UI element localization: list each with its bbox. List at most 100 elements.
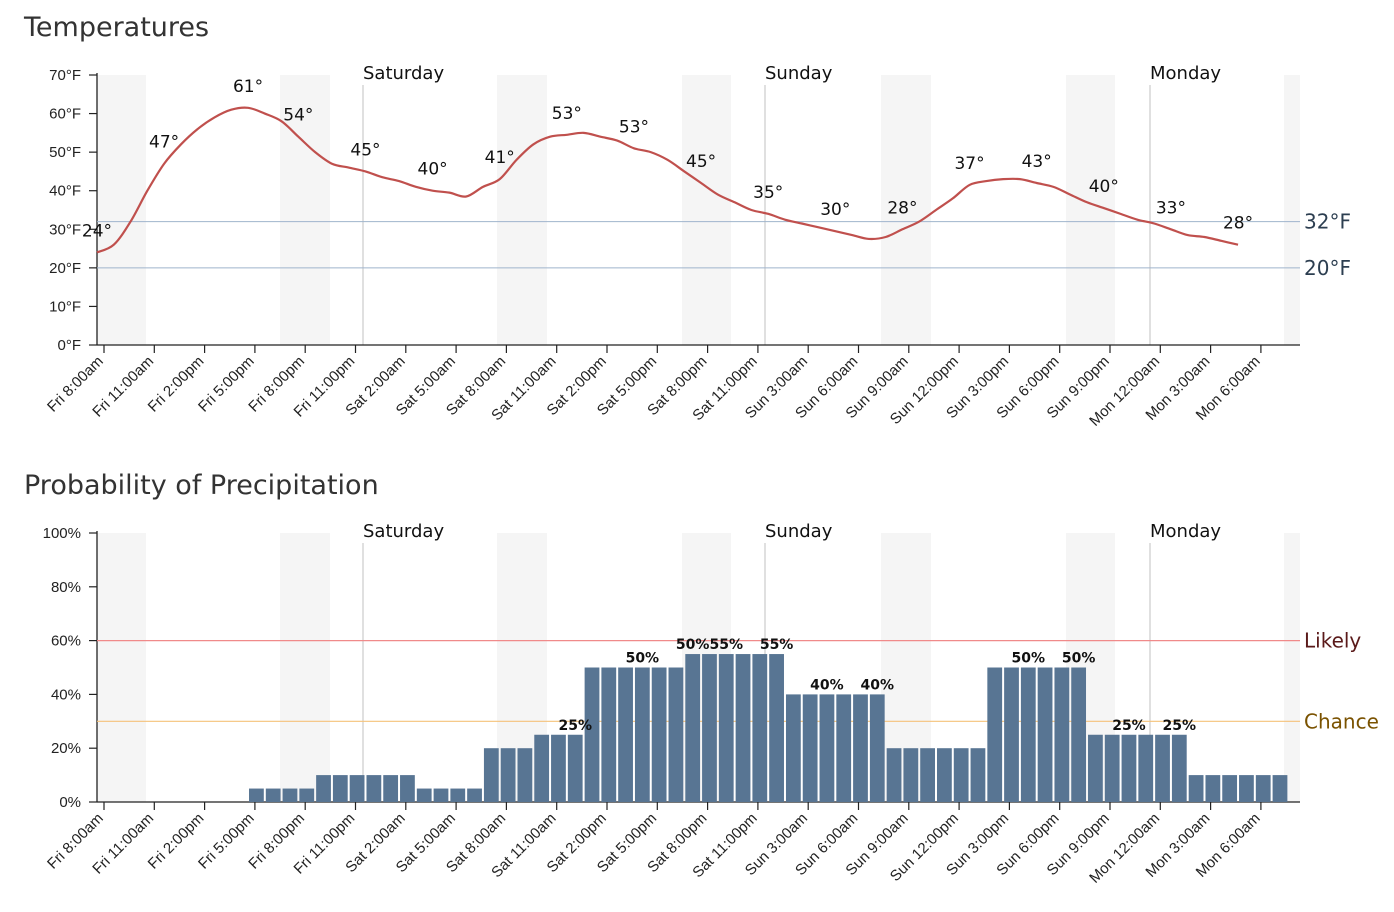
temperature-data-label: 28° — [1223, 214, 1253, 234]
day-label: Monday — [1150, 521, 1221, 542]
precipitation-bar — [953, 748, 969, 802]
temperature-series-line — [96, 106, 1239, 254]
precipitation-bar — [517, 748, 533, 802]
day-label: Saturday — [363, 63, 444, 84]
precipitation-bar — [584, 667, 600, 802]
precipitation-bar — [265, 788, 281, 802]
precipitation-bar — [802, 694, 818, 802]
precipitation-bar — [853, 694, 868, 802]
precipitation-bar — [1155, 734, 1170, 802]
precipitation-bar-label: 40% — [861, 677, 895, 693]
temperature-data-label: 47° — [149, 133, 179, 153]
precipitation-bar — [567, 734, 583, 802]
precipitation-bar — [869, 694, 885, 802]
y-tick-label: 20% — [51, 740, 81, 757]
precipitation-bar — [1020, 667, 1036, 802]
precipitation-bar — [601, 667, 617, 802]
precipitation-bar — [634, 667, 650, 802]
y-tick-label: 40% — [51, 686, 81, 703]
temperature-data-label: 28° — [887, 198, 917, 218]
y-tick-label: 40°F — [49, 183, 81, 200]
night-band — [280, 533, 330, 802]
precipitation-bar — [1255, 775, 1271, 802]
precipitation-bar — [534, 734, 550, 802]
precipitation-bar — [1088, 734, 1103, 802]
precipitation-bar-label: 55% — [760, 637, 794, 653]
precipitation-bar — [668, 667, 684, 802]
precipitation-bar — [1222, 775, 1238, 802]
precipitation-bar — [400, 775, 415, 802]
temperature-data-label: 37° — [954, 154, 984, 174]
y-tick-label: 20°F — [49, 260, 81, 277]
day-label: Monday — [1150, 63, 1221, 84]
temperature-data-label: 45° — [350, 140, 380, 160]
y-tick-label: 70°F — [49, 67, 81, 84]
temperature-data-label: 40° — [1089, 177, 1119, 197]
precipitation-bar — [1104, 734, 1120, 802]
precipitation-bar — [1071, 667, 1087, 802]
precipitation-bar — [416, 788, 432, 802]
y-tick-label: 10°F — [49, 298, 81, 315]
precipitation-bar-label: 50% — [1012, 651, 1046, 667]
precipitation-bar — [467, 788, 482, 802]
temperature-data-label: 45° — [686, 152, 716, 172]
day-label: Saturday — [363, 521, 444, 542]
night-band — [682, 75, 731, 345]
precipitation-bar — [819, 694, 835, 802]
temperature-data-label: 30° — [820, 200, 850, 220]
y-tick-label: 30°F — [49, 221, 81, 238]
reference-line-label: Likely — [1304, 629, 1361, 653]
precipitation-bar — [987, 667, 1003, 802]
precipitation-bar — [1171, 734, 1187, 802]
temperature-data-label: 43° — [1022, 152, 1052, 172]
night-band — [1284, 533, 1300, 802]
temperature-data-label: 24° — [82, 221, 112, 241]
precipitation-bar — [937, 748, 952, 802]
precipitation-bar — [702, 654, 717, 802]
y-tick-label: 60°F — [49, 106, 81, 123]
temperature-data-label: 41° — [485, 148, 515, 168]
day-label: Sunday — [765, 521, 833, 542]
precipitation-bar — [920, 748, 935, 802]
night-band — [97, 533, 146, 802]
precipitation-bar — [685, 654, 701, 802]
precipitation-bar — [618, 667, 633, 802]
night-band — [881, 75, 931, 345]
precipitation-bar-label: 40% — [810, 677, 844, 693]
precipitation-bar — [249, 788, 264, 802]
precipitation-bar-label: 50% — [676, 637, 710, 653]
y-tick-label: 50°F — [49, 144, 81, 161]
precipitation-bar — [299, 788, 315, 802]
precipitation-bar-label: 50% — [626, 651, 660, 667]
temperature-data-label: 35° — [753, 183, 783, 203]
y-tick-label: 100% — [43, 525, 81, 542]
temperature-data-label: 33° — [1156, 198, 1186, 218]
y-tick-label: 0°F — [57, 337, 81, 354]
precipitation-bar — [500, 748, 516, 802]
temperature-data-label: 53° — [552, 104, 582, 124]
precipitation-bar — [1054, 667, 1070, 802]
precipitation-bar-label: 55% — [709, 637, 743, 653]
reference-line-label: 32°F — [1304, 210, 1351, 234]
precipitation-bar — [433, 788, 449, 802]
precipitation-bar — [651, 667, 667, 802]
temperature-chart: Saturday Sunday Monday 0°F 10°F 20°F 30°F 40°F 5… — [44, 63, 1351, 430]
precipitation-bar — [735, 654, 751, 802]
precipitation-bar — [970, 748, 986, 802]
precipitation-bar — [718, 654, 734, 802]
temperature-data-label: 61° — [233, 77, 263, 97]
temperature-data-label: 54° — [283, 106, 313, 126]
precipitation-bar — [752, 654, 768, 802]
precipitation-bar-label: 25% — [558, 718, 592, 734]
day-label: Sunday — [765, 63, 833, 84]
precipitation-bar — [349, 775, 365, 802]
precipitation-bar — [450, 788, 466, 802]
precipitation-bar — [903, 748, 919, 802]
precipitation-bar — [1121, 734, 1137, 802]
precipitation-bar — [366, 775, 382, 802]
temperatures-chart-title: Temperatures — [24, 12, 210, 43]
precipitation-bar — [1188, 775, 1204, 802]
precipitation-bar — [836, 694, 852, 802]
temperature-data-label: 40° — [418, 160, 448, 180]
